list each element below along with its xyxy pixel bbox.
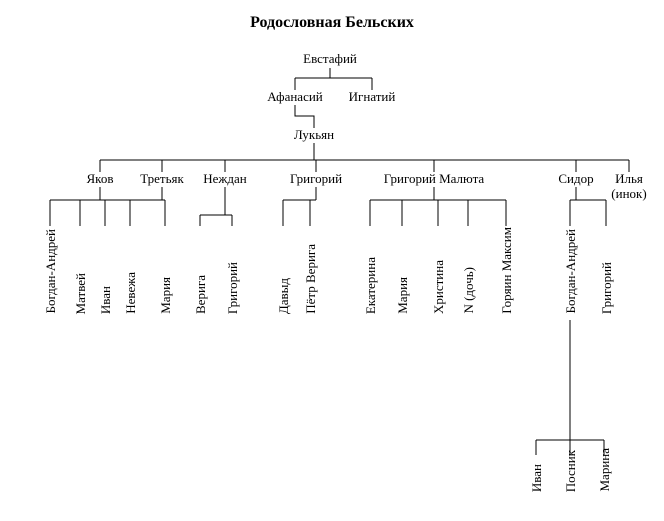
edge bbox=[295, 105, 314, 128]
tree-node: Горяин Максим bbox=[499, 227, 515, 314]
tree-node: Яков bbox=[87, 172, 114, 187]
tree-node: Пётр Верига bbox=[303, 244, 319, 314]
tree-node: Сидор bbox=[558, 172, 593, 187]
tree-node: Матвей bbox=[73, 273, 89, 314]
tree-node: Иван bbox=[529, 464, 545, 492]
tree-node: Верига bbox=[193, 275, 209, 314]
tree-node: Мария bbox=[158, 277, 174, 314]
tree-node: Афанасий bbox=[267, 90, 323, 105]
tree-node: Богдан-Андрей bbox=[563, 229, 579, 314]
tree-node: Неждан bbox=[203, 172, 246, 187]
tree-node: Екатерина bbox=[363, 257, 379, 314]
tree-node: Христина bbox=[431, 260, 447, 314]
tree-node: Третьяк bbox=[140, 172, 184, 187]
tree-node: Посник bbox=[563, 450, 579, 492]
tree-node: N (дочь) bbox=[461, 267, 477, 314]
tree-node: Григорий bbox=[290, 172, 342, 187]
tree-node: Давыд bbox=[276, 278, 292, 314]
tree-node: Григорий bbox=[599, 262, 615, 314]
tree-node: Евстафий bbox=[303, 52, 357, 67]
tree-node: Мария bbox=[395, 277, 411, 314]
tree-node: Иван bbox=[98, 286, 114, 314]
tree-node: Лукьян bbox=[294, 128, 334, 143]
tree-diagram: { "type": "tree", "title": "Родословная … bbox=[0, 0, 664, 521]
tree-node: Марина bbox=[597, 448, 613, 492]
tree-node: Игнатий bbox=[349, 90, 396, 105]
tree-node: Невежа bbox=[123, 272, 139, 314]
tree-node: Илья(инок) bbox=[611, 172, 646, 202]
tree-node: Богдан-Андрей bbox=[43, 229, 59, 314]
tree-node: Григорий bbox=[225, 262, 241, 314]
tree-node: Григорий Малюта bbox=[384, 172, 484, 187]
